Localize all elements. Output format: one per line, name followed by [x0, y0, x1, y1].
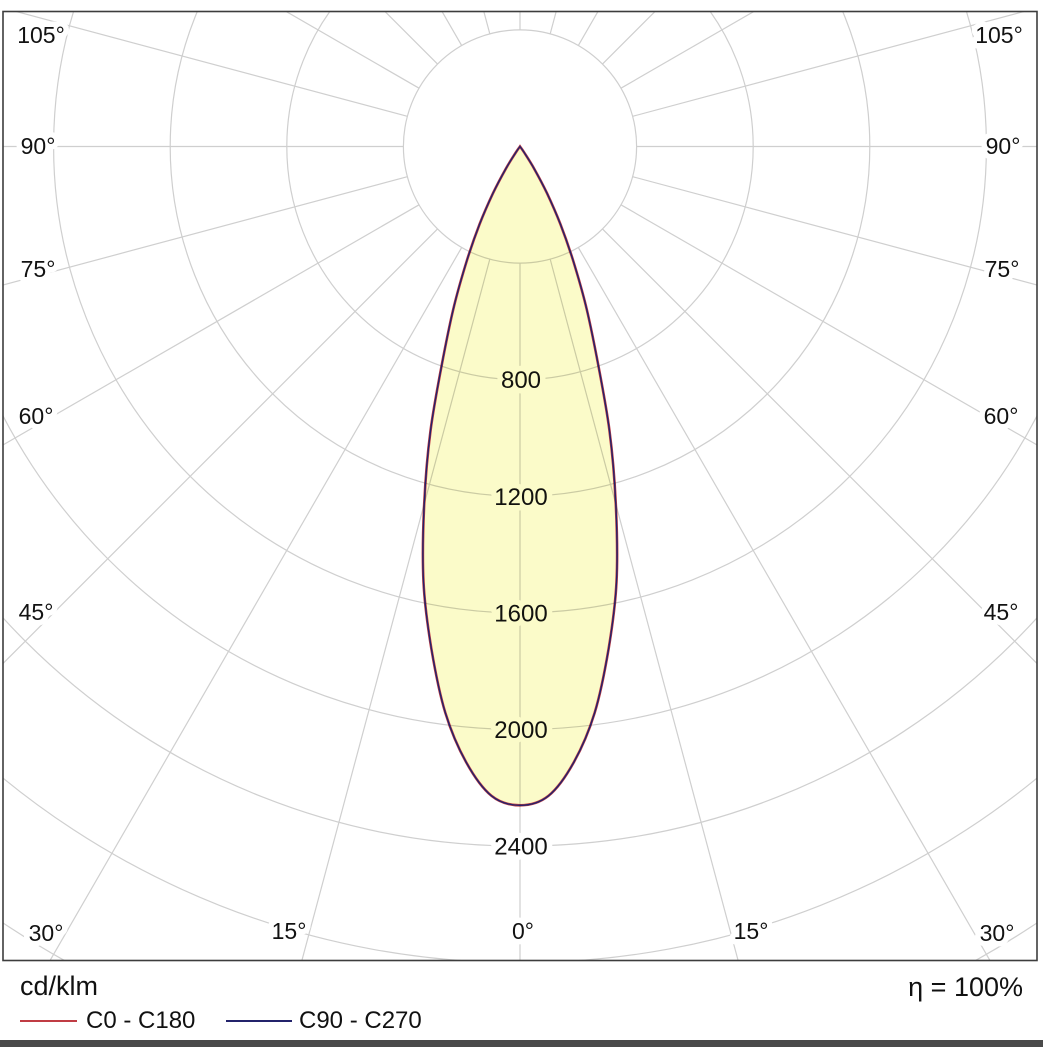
bottom-bar: [0, 1040, 1043, 1047]
ring-tick-label: 2400: [494, 834, 547, 861]
angle-tick-label: 30°: [980, 920, 1015, 946]
angle-tick-label: 105°: [17, 22, 65, 48]
angle-tick-label: 60°: [984, 403, 1019, 429]
angle-tick-label: 90°: [21, 133, 56, 159]
angle-tick-label: 15°: [272, 918, 307, 944]
efficiency-label: η = 100%: [908, 972, 1023, 1002]
angle-tick-label: 45°: [984, 599, 1019, 625]
legend-label-c90: C90 - C270: [299, 1007, 422, 1034]
angle-tick-label: 15°: [734, 918, 769, 944]
angle-tick-label: 90°: [986, 133, 1021, 159]
legend-line-c90-icon: [226, 1020, 292, 1022]
angle-tick-label: 0°: [512, 918, 534, 944]
beam-lobe-c90-c270: [422, 145, 618, 807]
angle-tick-label: 75°: [21, 256, 56, 282]
angle-tick-label: 60°: [19, 403, 54, 429]
legend-label-c0: C0 - C180: [86, 1007, 196, 1034]
beam-lobe-c0-c180: [421, 144, 619, 807]
angle-tick-label: 105°: [975, 22, 1023, 48]
angle-tick-label: 30°: [29, 920, 64, 946]
legend-line-c0-icon: [20, 1020, 77, 1022]
angle-tick-label: 75°: [985, 256, 1020, 282]
angle-tick-label: 45°: [19, 599, 54, 625]
legend: C0 - C180 C90 - C270: [0, 1007, 1043, 1037]
plot-border: [2, 10, 1038, 962]
unit-label: cd/klm: [20, 971, 99, 1001]
